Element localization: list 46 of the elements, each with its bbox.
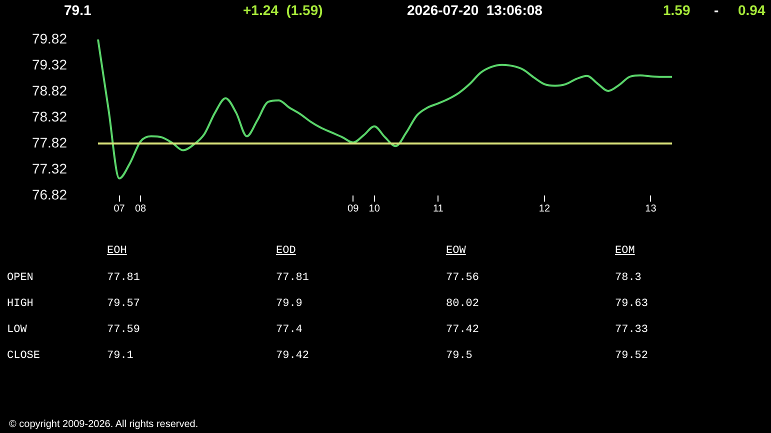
text: 78.3 <box>615 272 642 284</box>
text: 0.94 <box>738 2 766 18</box>
text: 77.42 <box>446 324 480 336</box>
x-tick-label: 07 <box>114 203 126 214</box>
text: 77.81 <box>107 272 140 284</box>
text: 79.52 <box>615 350 648 362</box>
y-tick-label: 78.82 <box>32 82 68 98</box>
text: EOH <box>107 245 127 257</box>
text: 77.81 <box>276 272 310 284</box>
x-tick-label: 08 <box>134 203 147 214</box>
y-tick-label: 79.32 <box>32 56 68 72</box>
text: EOM <box>615 245 635 257</box>
text: 79.63 <box>615 298 648 310</box>
text: +1.24 (1.59) <box>243 2 323 18</box>
text: © copyright 2009-2026. All rights reserved. <box>9 419 198 430</box>
x-tick-label: 12 <box>538 203 550 214</box>
y-tick-label: 77.32 <box>32 160 68 176</box>
text: 77.56 <box>446 272 480 284</box>
text: CLOSE <box>7 350 40 362</box>
text: 77.59 <box>107 324 140 336</box>
y-tick-label: 78.32 <box>32 108 68 124</box>
text: - <box>714 2 719 18</box>
text: OPEN <box>7 272 34 284</box>
x-tick-label: 11 <box>432 203 444 214</box>
text: 77.4 <box>276 324 302 336</box>
x-tick-label: 10 <box>368 203 380 214</box>
text: 80.02 <box>446 298 480 310</box>
text: 79.5 <box>446 350 472 362</box>
text: LOW <box>7 324 27 336</box>
text: 79.42 <box>276 350 310 362</box>
text: 1.59 <box>663 2 690 18</box>
y-tick-label: 77.82 <box>32 134 68 150</box>
text: 2026-07-20 13:06:08 <box>407 2 542 18</box>
text: EOW <box>446 245 466 257</box>
text: 77.33 <box>615 324 648 336</box>
x-tick-label: 13 <box>645 203 657 214</box>
text: HIGH <box>7 298 34 310</box>
text: 79.1 <box>107 350 134 362</box>
text: 79.1 <box>64 2 92 18</box>
y-tick-label: 79.82 <box>32 30 68 46</box>
text: EOD <box>276 245 296 257</box>
text: 79.9 <box>276 298 302 310</box>
line-series <box>97 39 673 180</box>
y-tick-label: 76.82 <box>32 186 68 202</box>
x-tick-label: 09 <box>348 203 360 214</box>
text: 79.57 <box>107 298 140 310</box>
